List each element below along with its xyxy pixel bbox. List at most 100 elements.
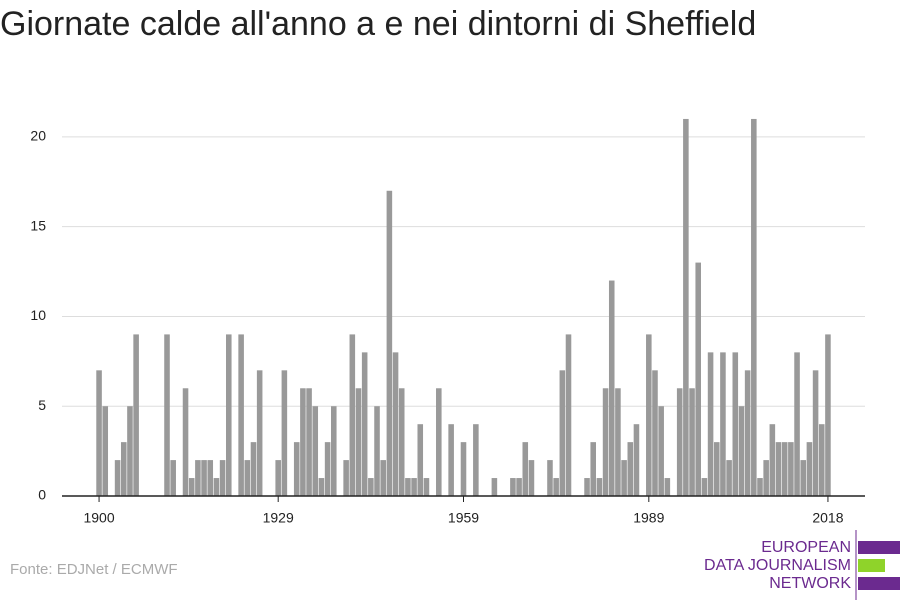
y-tick-label: 10 <box>30 307 46 323</box>
y-tick-label: 20 <box>30 128 46 144</box>
bar <box>164 334 170 496</box>
logo-block <box>858 541 900 554</box>
bar <box>658 406 664 496</box>
bar <box>615 388 621 496</box>
bar <box>676 388 683 496</box>
chart-title: Giornate calde all'anno a e nei dintorni… <box>0 5 756 43</box>
bar <box>417 424 424 496</box>
y-tick-label: 15 <box>30 217 46 233</box>
bar <box>368 478 374 496</box>
bar <box>763 460 769 496</box>
bar <box>751 118 757 497</box>
bar <box>331 406 337 496</box>
bar <box>250 442 257 496</box>
bar <box>491 478 498 496</box>
bar <box>349 334 356 496</box>
bar <box>590 442 596 496</box>
bar <box>448 424 454 496</box>
bar <box>707 352 714 496</box>
bar <box>398 388 405 496</box>
bar <box>318 478 325 496</box>
bar <box>788 442 794 496</box>
bar <box>219 460 226 496</box>
logo-text: NETWORK <box>769 575 851 592</box>
source: Fonte: EDJNet / ECMWF <box>10 561 178 578</box>
bar <box>170 460 176 496</box>
logo-text: EUROPEAN <box>761 539 851 556</box>
bar <box>324 442 331 496</box>
bar <box>127 406 133 496</box>
bar <box>411 478 417 496</box>
bar <box>806 442 813 496</box>
bar <box>405 478 411 496</box>
bar <box>225 334 232 496</box>
bar <box>120 442 127 496</box>
bar <box>812 370 819 496</box>
bar <box>436 388 442 496</box>
bar <box>114 460 121 496</box>
bar <box>800 460 807 496</box>
bar <box>781 442 788 496</box>
bar <box>584 478 590 496</box>
bar <box>528 460 535 496</box>
bar <box>275 460 281 496</box>
logo-block <box>858 577 900 590</box>
logo-block <box>858 559 885 572</box>
bar <box>244 460 251 496</box>
bar <box>96 370 102 496</box>
bar <box>374 406 380 496</box>
bar <box>300 388 306 496</box>
x-tick-label: 1900 <box>83 510 114 526</box>
bar <box>738 406 745 496</box>
bar <box>633 424 640 496</box>
bar <box>602 388 609 496</box>
bar <box>565 334 572 496</box>
bar <box>695 262 702 496</box>
x-tick-label: 1989 <box>633 510 664 526</box>
bar <box>596 478 603 496</box>
logo-text: DATA JOURNALISM <box>704 557 851 574</box>
bar <box>133 334 139 496</box>
y-tick-label: 0 <box>38 487 46 503</box>
bar <box>195 460 201 496</box>
bar <box>701 478 708 496</box>
bar <box>516 478 522 496</box>
bar <box>293 442 300 496</box>
bar <box>818 424 825 496</box>
bar <box>726 460 732 496</box>
bar <box>510 478 516 496</box>
x-tick-label: 2018 <box>812 510 843 526</box>
bar <box>720 352 726 496</box>
bar <box>559 370 566 496</box>
bar <box>608 280 615 496</box>
x-tick-label: 1959 <box>448 510 479 526</box>
x-tick-label: 1929 <box>263 510 294 526</box>
bar <box>473 424 479 496</box>
bar <box>355 388 362 496</box>
bar <box>281 370 288 496</box>
bar <box>380 460 386 496</box>
bar <box>522 442 529 496</box>
bar <box>769 424 776 496</box>
bar <box>646 334 652 496</box>
bar <box>627 442 634 496</box>
bar <box>460 442 467 496</box>
bar <box>553 478 559 496</box>
bar <box>744 370 751 496</box>
bar <box>652 370 658 496</box>
bar <box>213 478 220 496</box>
bar <box>201 460 207 496</box>
bar <box>664 478 671 496</box>
bar <box>256 370 263 496</box>
bar <box>343 460 349 496</box>
bar <box>683 118 689 497</box>
bar <box>361 352 368 496</box>
bar <box>102 406 109 496</box>
bar <box>423 478 430 496</box>
y-tick-label: 5 <box>38 397 46 413</box>
bar <box>621 460 627 496</box>
bar <box>713 442 720 496</box>
bar <box>188 478 195 496</box>
